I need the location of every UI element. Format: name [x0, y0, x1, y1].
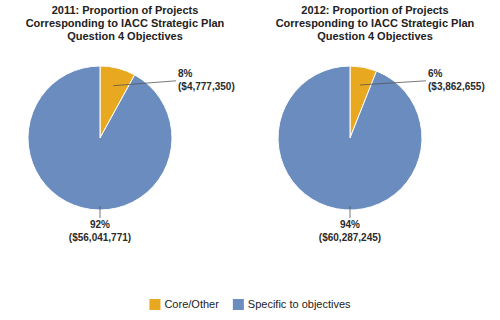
annotation: ($60,287,245)	[319, 232, 381, 243]
leader-line	[113, 81, 176, 86]
chart-title: 2012: Proportion of ProjectsCorrespondin…	[276, 4, 475, 42]
leader-line	[350, 206, 351, 218]
annotation: ($3,862,655)	[428, 81, 485, 92]
legend-label: Specific to objectives	[248, 298, 351, 310]
legend: Core/Other Specific to objectives	[149, 298, 351, 310]
pie-slice: Specific to objectives	[28, 66, 172, 210]
leader-line	[360, 81, 426, 85]
data-label: 6%	[428, 68, 443, 79]
legend-swatch	[149, 299, 160, 310]
data-label: 8%	[178, 68, 193, 79]
leader-line	[100, 206, 101, 218]
data-label: 94%	[340, 219, 360, 230]
legend-swatch	[233, 299, 244, 310]
legend-label: Core/Other	[164, 298, 219, 310]
chart-title: 2011: Proportion of ProjectsCorrespondin…	[26, 4, 225, 42]
pie: Core/OtherSpecific to objectives	[28, 66, 172, 210]
pie-panel: 2011: Proportion of ProjectsCorrespondin…	[26, 4, 235, 243]
annotation: ($4,777,350)	[178, 81, 235, 92]
pie-slice: Specific to objectives	[278, 66, 422, 210]
chart-root: 2011: Proportion of ProjectsCorrespondin…	[0, 0, 500, 320]
annotation: ($56,041,771)	[69, 232, 131, 243]
pie: Core/OtherSpecific to objectives	[278, 66, 422, 210]
legend-item: Core/Other	[149, 298, 219, 310]
pie-panel: 2012: Proportion of ProjectsCorrespondin…	[276, 4, 485, 243]
legend-item: Specific to objectives	[233, 298, 351, 310]
data-label: 92%	[90, 219, 110, 230]
